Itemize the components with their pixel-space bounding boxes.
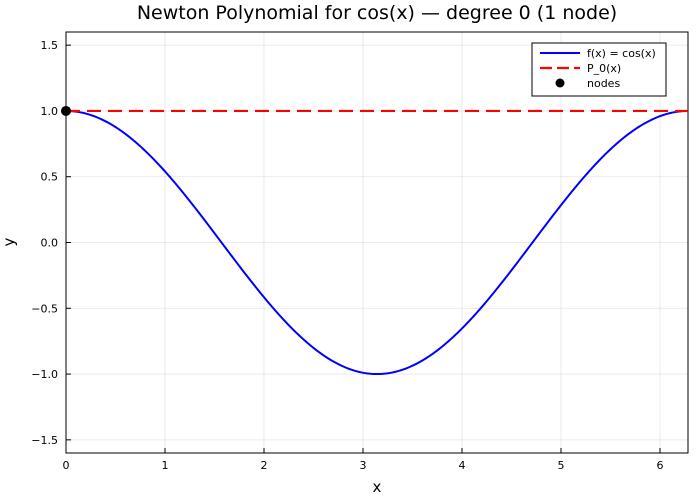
legend-label: f(x) = cos(x) [587,47,656,60]
chart-title: Newton Polynomial for cos(x) — degree 0 … [137,2,617,24]
y-tick-label: −0.5 [31,302,58,315]
x-tick-label: 5 [557,459,564,472]
y-tick-label: 1.5 [41,39,59,52]
y-tick-label: 1.0 [41,105,59,118]
x-axis-label: x [373,478,382,496]
legend-label: nodes [587,77,620,90]
legend: f(x) = cos(x) P_0(x)nodes [531,42,667,97]
x-tick-label: 6 [656,459,663,472]
x-tick-label: 1 [161,459,168,472]
y-tick-label: 0.0 [41,237,59,250]
cos-curve [65,109,689,376]
y-axis-label: y [0,237,18,246]
legend-box [531,42,667,97]
legend-label: P_0(x) [587,62,621,75]
series [61,105,689,376]
y-tick-label: 0.5 [41,171,59,184]
y-tick-label: −1.5 [31,434,58,447]
axis-ticks: 0 1 2 3 4 5 6 −1.5 −1.0 −0.5 0.0 0.5 1.0 1.5 [31,39,663,472]
x-tick-label: 3 [359,459,366,472]
x-tick-label: 2 [260,459,267,472]
x-tick-label: 4 [458,459,465,472]
y-tick-label: −1.0 [31,368,58,381]
node-point [61,105,71,116]
legend-swatch-nodes [555,78,565,88]
x-tick-label: 0 [63,459,70,472]
